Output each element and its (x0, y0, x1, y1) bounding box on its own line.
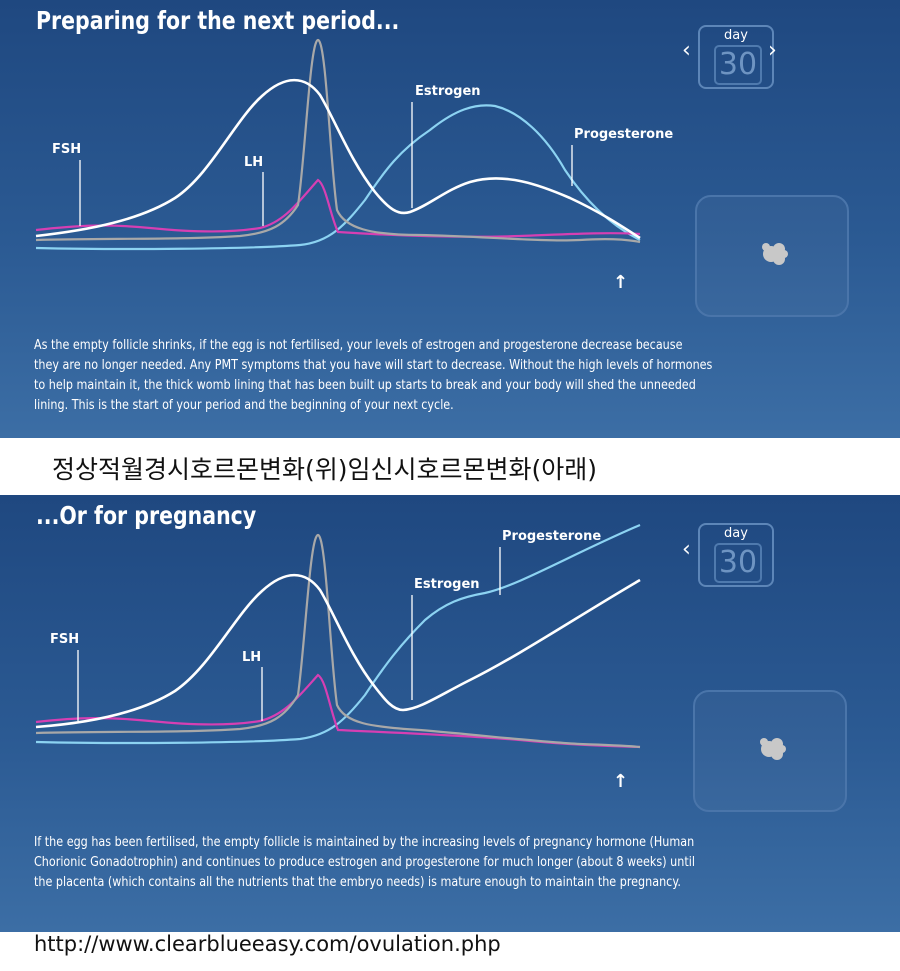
lh-curve (35, 533, 641, 749)
egg-icon (762, 243, 788, 265)
egg-icon (760, 738, 786, 760)
period-panel: Preparing for the next period... FSH LH … (0, 0, 900, 438)
progesterone-label: Progesterone (502, 529, 601, 544)
panel-title: ...Or for pregnancy (36, 501, 257, 530)
description-line: Chorionic Gonadotrophin) and continues t… (34, 855, 695, 870)
next-day-arrow-icon[interactable]: › (768, 38, 777, 63)
estrogen-label: Estrogen (415, 84, 481, 99)
lh-label: LH (244, 155, 263, 170)
day-label: day (724, 526, 748, 541)
day-number: 30 (714, 45, 762, 85)
lh-label: LH (242, 650, 261, 665)
fsh-label: FSH (52, 142, 81, 157)
description-line: lining. This is the start of your period… (34, 398, 454, 413)
progesterone-label: Progesterone (574, 127, 673, 142)
description-line: to help maintain it, the thick womb lini… (34, 378, 696, 393)
period-description: As the empty follicle shrinks, if the eg… (34, 336, 712, 416)
prev-day-arrow-icon[interactable]: ‹ (682, 38, 691, 63)
day-number: 30 (714, 543, 762, 583)
day-counter: day 30 (698, 523, 774, 587)
korean-caption: 정상적월경시호르몬변화(위)임신시호르몬변화(아래) (52, 455, 598, 484)
description-line: As the empty follicle shrinks, if the eg… (34, 338, 683, 353)
estrogen-label: Estrogen (414, 577, 480, 592)
day-counter: day 30 (698, 25, 774, 89)
prev-day-arrow-icon[interactable]: ‹ (682, 537, 691, 562)
fsh-curve (35, 178, 641, 238)
current-day-marker-icon: ↑ (613, 272, 629, 293)
description-line: they are no longer needed. Any PMT sympt… (34, 358, 713, 373)
progesterone-curve (35, 523, 641, 745)
pregnancy-panel: ...Or for pregnancy FSH LH Estrogen Prog… (0, 495, 900, 932)
description-line: the placenta (which contains all the nut… (34, 875, 681, 890)
follicle-illustration (695, 195, 849, 317)
fsh-label: FSH (50, 632, 79, 647)
hormone-chart-pregnancy: FSH LH Estrogen Progesterone (35, 523, 641, 749)
day-label: day (724, 28, 748, 43)
description-line: If the egg has been fertilised, the empt… (34, 835, 695, 850)
source-url[interactable]: http://www.clearblueeasy.com/ovulation.p… (34, 932, 501, 956)
lh-curve (35, 38, 641, 244)
estrogen-curve (35, 573, 641, 729)
follicle-illustration (693, 690, 847, 812)
estrogen-curve (35, 78, 641, 240)
progesterone-curve (35, 104, 641, 251)
hormone-chart-period: FSH LH Estrogen Progesterone (35, 38, 673, 251)
current-day-marker-icon: ↑ (613, 771, 629, 792)
pregnancy-description: If the egg has been fertilised, the empt… (34, 833, 695, 893)
panel-title: Preparing for the next period... (36, 6, 400, 35)
